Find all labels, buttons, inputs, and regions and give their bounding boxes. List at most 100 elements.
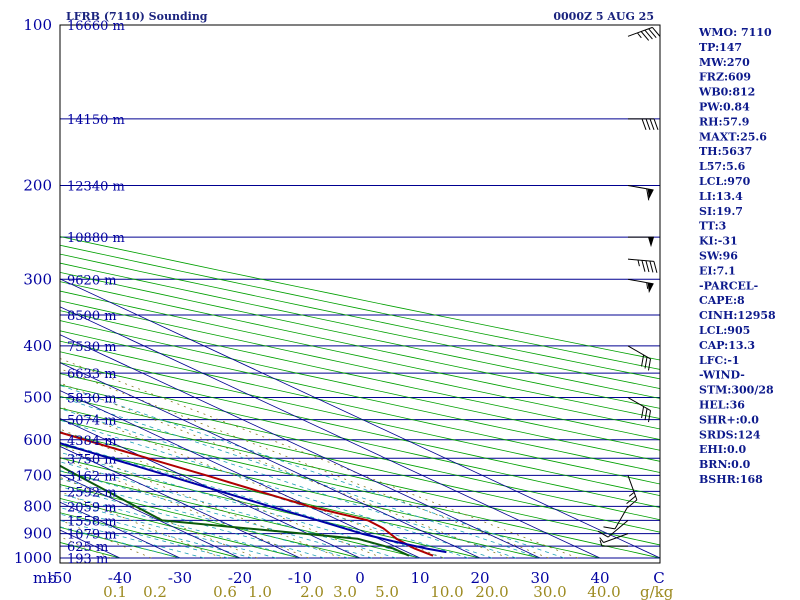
pressure-tick-label: 500 [23, 389, 52, 407]
dry-adiabat [60, 470, 421, 559]
height-label: 1079 m [67, 528, 117, 543]
dry-adiabat [60, 484, 361, 559]
station-title: LFRB (7110) Sounding [66, 10, 208, 23]
moist-adiabat [60, 451, 421, 559]
stability-index-item: EI:7.1 [699, 264, 736, 277]
wind-barb [603, 506, 629, 530]
pressure-tick-label: 100 [23, 16, 52, 34]
mixing-ratio-label: 0.2 [143, 583, 167, 600]
height-label: 2059 m [67, 500, 117, 515]
mixing-ratio-line [60, 358, 578, 559]
wind-barb-pennant [648, 237, 654, 248]
pressure-tick-label: 1000 [14, 549, 52, 567]
stability-index-item: LFC:-1 [699, 354, 740, 367]
height-label: 3750 m [67, 452, 117, 467]
dry-adiabat [60, 310, 660, 441]
wind-barb-pennant [647, 188, 654, 200]
wind-barb-full [645, 118, 651, 131]
wind-barb-full [640, 31, 650, 41]
stability-index-item: HEL:36 [699, 399, 745, 412]
wind-barb-staff [627, 258, 654, 262]
moist-adiabat [60, 396, 541, 559]
parcel-line [60, 442, 447, 554]
height-label: 16660 m [67, 19, 125, 34]
temperature-line [60, 431, 434, 557]
pressure-tick-label: 200 [23, 176, 52, 194]
dry-adiabat [60, 340, 660, 473]
mixing-ratio-label: 5.0 [375, 583, 399, 600]
dry-adiabat [60, 395, 660, 533]
wind-barb-half [646, 282, 649, 289]
stability-index-item: KI:-31 [699, 235, 738, 248]
mixing-ratio-line [60, 491, 222, 559]
wind-barb-full [597, 530, 609, 538]
mixing-ratio-label: 0.6 [213, 583, 237, 600]
wind-barb-full [645, 260, 650, 273]
valid-time: 0000Z 5 AUG 25 [553, 10, 654, 23]
stability-index-item: LI:13.4 [699, 190, 743, 203]
wind-barb-full [644, 356, 648, 369]
stability-index-item: CINH:12958 [699, 309, 776, 322]
stability-index-item: MAXT:25.6 [699, 130, 767, 143]
pressure-tick-label: 900 [23, 525, 52, 543]
wind-barb-full [641, 354, 645, 367]
temperature-tick-label: -50 [48, 569, 72, 587]
pressure-tick-label: 800 [23, 497, 52, 515]
wind-barb-full [641, 260, 646, 272]
wind-barb-pennant [647, 282, 654, 294]
height-label: 1558 m [67, 514, 117, 529]
stability-index-item: L57:5.6 [699, 160, 746, 173]
wind-barb-full [652, 27, 661, 37]
stability-index-item: PW:0.84 [699, 101, 750, 114]
grid-layer [60, 25, 660, 559]
pressure-tick-label: 700 [23, 466, 52, 484]
stability-index-item: BRN:0.0 [699, 458, 751, 471]
stability-index-item: SI:19.7 [699, 205, 743, 218]
stability-index-item: STM:300/28 [699, 384, 774, 397]
wind-barb-layer [597, 26, 661, 547]
pressure-tick-label: 600 [23, 431, 52, 449]
dry-adiabat [60, 419, 660, 559]
wind-barb-full [627, 499, 638, 508]
wind-barb-staff [627, 397, 651, 411]
moist-adiabat [60, 419, 493, 559]
stability-index-item: -WIND- [699, 369, 745, 382]
wind-barb [599, 533, 629, 543]
stability-index-item: WB0:812 [698, 86, 755, 99]
moist-adiabat [60, 384, 565, 559]
stability-index-item: SHR+:0.0 [699, 413, 759, 426]
stability-index-item: MW:270 [699, 56, 750, 69]
dry-adiabat [60, 330, 660, 462]
wind-barb [627, 258, 658, 273]
mixing-ratio-label: 3.0 [333, 583, 357, 600]
pressure-tick-label: 400 [23, 337, 52, 355]
wind-barb-full [626, 495, 636, 505]
mixing-ratio-unit-label: g/kg [640, 583, 674, 600]
dry-adiabat [60, 407, 660, 546]
height-label: 5074 m [67, 414, 117, 429]
temperature-tick-label: 30 [530, 569, 549, 587]
temperature-tick-label: -30 [168, 569, 192, 587]
wind-barb [626, 475, 638, 508]
temperature-tick-label: -20 [228, 569, 252, 587]
wind-barb-full [649, 118, 655, 131]
wind-barb [627, 26, 661, 41]
wind-barb-half [599, 537, 604, 543]
wind-barb-half [599, 539, 603, 547]
dry-adiabat [60, 236, 660, 361]
temperature-tick-label: 40 [590, 569, 609, 587]
wind-barb-full [653, 118, 659, 131]
stability-index-panel: WMO: 7110 TP:147 MW:270 FRZ:609 WB0:812 PW:0.… [698, 26, 776, 486]
wind-barb-half [637, 259, 640, 267]
moist-adiabat [60, 470, 373, 559]
stability-index-item: -PARCEL- [699, 279, 758, 292]
stability-index-item: LCL:970 [699, 175, 751, 188]
wind-barb [627, 184, 654, 201]
wind-barb [597, 519, 629, 538]
stability-index-item: LCL:905 [699, 324, 750, 337]
wind-barb-full [641, 406, 645, 419]
wind-barb-full [644, 29, 653, 40]
height-label: 2592 m [67, 485, 117, 500]
